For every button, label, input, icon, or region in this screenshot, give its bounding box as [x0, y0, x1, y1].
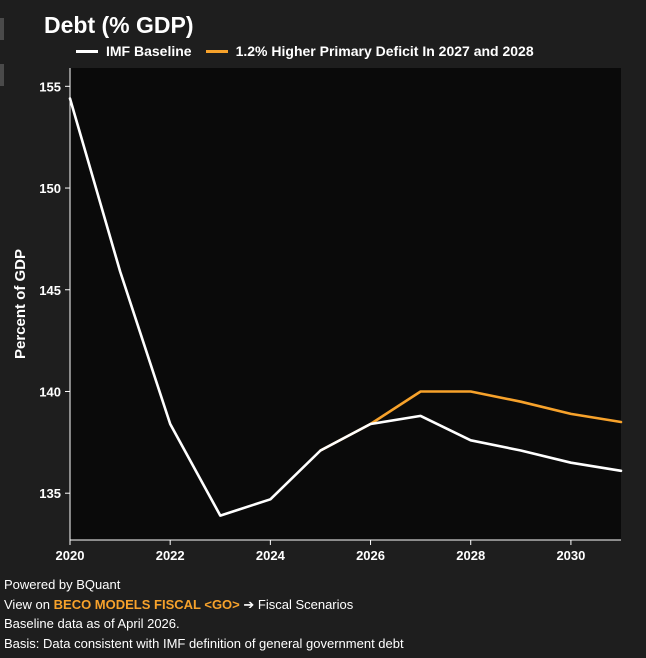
plot-background — [70, 68, 621, 540]
y-tick-label: 140 — [39, 384, 61, 399]
legend-swatch-baseline — [76, 49, 98, 53]
footer: Powered by BQuant View on BECO MODELS FI… — [4, 575, 404, 653]
x-tick-label: 2022 — [156, 548, 185, 563]
x-tick-label: 2020 — [56, 548, 85, 563]
axes — [69, 68, 621, 541]
side-bracket-bottom — [0, 64, 4, 86]
x-tick-label: 2030 — [556, 548, 585, 563]
side-bracket-top — [0, 18, 4, 40]
footer-view-suffix: ➔ Fiscal Scenarios — [239, 596, 354, 612]
series-lines — [68, 97, 623, 517]
y-tick-label: 155 — [39, 79, 61, 94]
legend-item-baseline[interactable]: IMF Baseline — [76, 43, 192, 59]
legend-item-scenario[interactable]: 1.2% Higher Primary Deficit In 2027 and … — [205, 43, 534, 59]
y-tick-label: 135 — [39, 486, 61, 501]
legend: IMF Baseline 1.2% Higher Primary Deficit… — [76, 43, 548, 59]
x-ticks: 2020 2022 2024 2026 2028 2030 — [56, 540, 585, 563]
y-tick-label: 150 — [39, 181, 61, 196]
chart-title: Debt (% GDP) — [44, 12, 194, 38]
y-axis-label: Percent of GDP — [12, 249, 29, 359]
series-line-baseline[interactable] — [68, 97, 623, 517]
footer-go-link[interactable]: BECO MODELS FISCAL <GO> — [53, 596, 240, 612]
chart-area: 2020 2022 2024 2026 2028 2030 135 140 145 150 155… — [12, 68, 623, 563]
y-tick-label: 145 — [39, 283, 61, 298]
legend-label-scenario: 1.2% Higher Primary Deficit In 2027 and … — [235, 43, 534, 59]
footer-powered: Powered by BQuant — [4, 577, 121, 592]
footer-basis: Basis: Data consistent with IMF definiti… — [4, 635, 404, 651]
x-tick-label: 2026 — [356, 548, 385, 563]
legend-label-baseline: IMF Baseline — [106, 43, 192, 59]
legend-swatch-scenario — [205, 49, 228, 53]
x-tick-label: 2024 — [256, 548, 286, 563]
y-ticks: 135 140 145 150 155 — [39, 79, 70, 501]
footer-view-prefix: View on — [4, 596, 54, 612]
x-tick-label: 2028 — [456, 548, 485, 563]
footer-view-line: View on BECO MODELS FISCAL <GO> ➔ Fiscal… — [4, 595, 404, 615]
footer-baseline-note: Baseline data as of April 2026. — [4, 616, 180, 631]
